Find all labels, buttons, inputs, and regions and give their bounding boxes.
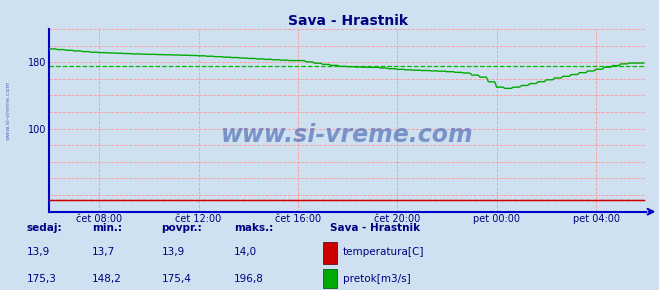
Text: 14,0: 14,0 <box>234 247 257 257</box>
Text: 196,8: 196,8 <box>234 274 264 284</box>
Text: Sava - Hrastnik: Sava - Hrastnik <box>330 223 420 233</box>
Text: min.:: min.: <box>92 223 123 233</box>
Title: Sava - Hrastnik: Sava - Hrastnik <box>287 14 408 28</box>
Text: www.si-vreme.com: www.si-vreme.com <box>5 80 11 140</box>
Text: maks.:: maks.: <box>234 223 273 233</box>
Bar <box>323 269 337 289</box>
Text: 175,3: 175,3 <box>26 274 56 284</box>
Text: sedaj:: sedaj: <box>26 223 62 233</box>
Text: 148,2: 148,2 <box>92 274 122 284</box>
Text: 13,9: 13,9 <box>161 247 185 257</box>
Bar <box>323 242 337 264</box>
Text: 175,4: 175,4 <box>161 274 191 284</box>
Text: www.si-vreme.com: www.si-vreme.com <box>221 123 474 147</box>
Text: 13,7: 13,7 <box>92 247 115 257</box>
Text: temperatura[C]: temperatura[C] <box>343 247 424 257</box>
Text: 13,9: 13,9 <box>26 247 49 257</box>
Text: pretok[m3/s]: pretok[m3/s] <box>343 274 411 284</box>
Text: povpr.:: povpr.: <box>161 223 202 233</box>
